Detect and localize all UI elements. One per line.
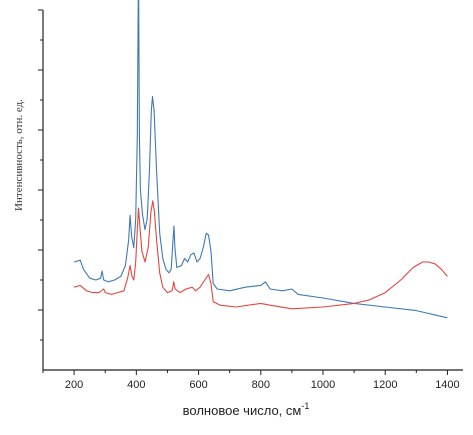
x-tick-label: 1400: [435, 379, 459, 391]
x-tick-label: 400: [127, 379, 145, 391]
x-tick-label: 1000: [311, 379, 335, 391]
series-line-1: [73, 0, 448, 319]
x-tick-label: 1200: [373, 379, 397, 391]
x-axis-title: волновое число, см-1: [183, 401, 310, 418]
y-ticks: [38, 9, 43, 341]
series-group: [73, 0, 448, 319]
series-line-2: [73, 200, 448, 310]
x-tick-label: 800: [252, 379, 270, 391]
x-axis-title-text: волновое число, см: [183, 403, 302, 418]
y-axis-title: Интенсивность, отн. ед.: [13, 99, 25, 211]
x-ticks: 200 400 600 800 1000 1200 1400: [42, 370, 460, 391]
x-axis-title-superscript: -1: [301, 401, 309, 411]
x-tick-label: 200: [65, 379, 83, 391]
x-tick-label: 600: [189, 379, 207, 391]
axes: [42, 10, 463, 371]
